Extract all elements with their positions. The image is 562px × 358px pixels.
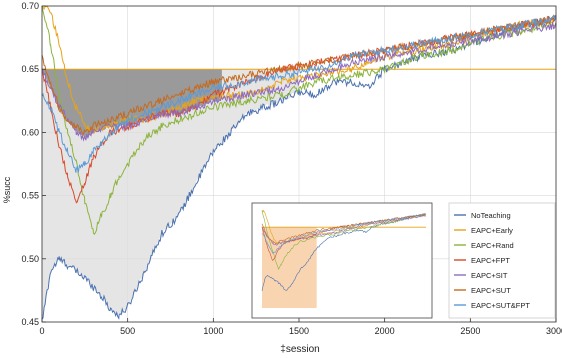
series-lines [41, 5, 557, 320]
legend-label: NoTeaching [471, 211, 511, 220]
y-tick-label: 0.70 [21, 1, 39, 11]
series-line-eapc-sut-fpt [41, 14, 557, 173]
inset-series-line [261, 209, 427, 245]
legend: NoTeaching EAPC+Early EAPC+Rand EAPC+FPT EAP… [448, 202, 556, 319]
y-tick-label: 0.55 [21, 191, 39, 201]
legend-label: EAPC+Early [471, 226, 513, 235]
inset-series-line [261, 213, 427, 254]
x-tick-label: 2000 [375, 326, 395, 336]
legend-label: EAPC+SUT&FPT [471, 301, 530, 310]
x-tick-label: 1000 [203, 326, 223, 336]
y-tick-label: 0.45 [21, 317, 39, 327]
inset-series-line [261, 210, 427, 270]
x-axis-label: ‡session [280, 344, 319, 355]
legend-label: EAPC+Rand [471, 241, 514, 250]
x-tick-label: 500 [120, 326, 135, 336]
x-tick-label: 2500 [460, 326, 480, 336]
series-line-eapc-rand [41, 5, 557, 236]
y-tick-label: 0.50 [21, 254, 39, 264]
y-axis-label: %succ [2, 176, 12, 203]
inset-chart [251, 202, 433, 319]
series-line-eapc-sit [41, 21, 557, 142]
legend-label: EAPC+SUT [471, 286, 511, 295]
y-tick-label: 0.65 [21, 64, 39, 74]
inset-series-line [261, 213, 427, 245]
x-tick-label: 1500 [289, 326, 309, 336]
legend-label: EAPC+FPT [471, 256, 510, 265]
y-tick-label: 0.60 [21, 127, 39, 137]
x-tick-label: 0 [39, 326, 44, 336]
legend-box [448, 202, 556, 319]
shaded-regions [42, 69, 299, 322]
shade-noteaching [42, 69, 299, 322]
legend-label: EAPC+SIT [471, 271, 508, 280]
shade-teaching [42, 69, 222, 139]
